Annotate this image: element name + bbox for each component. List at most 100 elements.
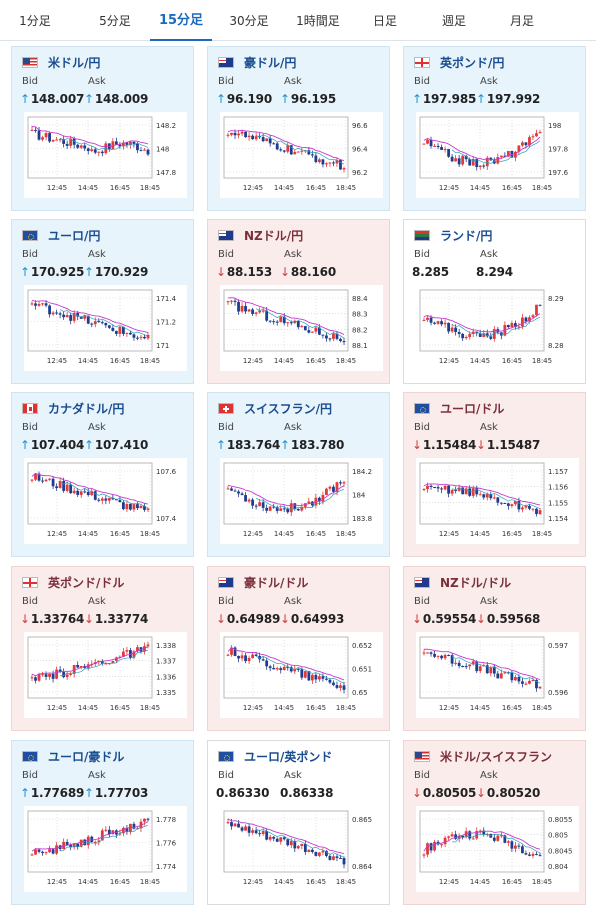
candle-body [492, 837, 496, 841]
candle-body [125, 503, 129, 510]
pair-title[interactable]: 米ドル/スイスフラン [414, 748, 552, 764]
x-tick-label: 14:45 [274, 357, 294, 365]
rate-card[interactable]: カナダドル/円 Bid Ask ↑107.404 ↑107.410 107.6 107.4 1… [11, 392, 194, 557]
candle-body [258, 833, 262, 835]
candle-body [461, 155, 465, 165]
candle-body [121, 326, 125, 334]
candle-body [237, 133, 240, 136]
pair-title[interactable]: ユーロ/円 [22, 227, 100, 243]
x-tick-label: 14:45 [274, 184, 294, 192]
pair-title[interactable]: スイスフラン/円 [218, 400, 332, 416]
tab-2[interactable]: 15分足 [150, 0, 212, 41]
y-tick-label: 0.865 [352, 816, 372, 824]
candle-body [79, 666, 83, 668]
x-tick-label: 12:45 [439, 357, 459, 365]
candle-body [48, 478, 51, 480]
candle-body [44, 479, 48, 482]
pair-name: 豪ドル/ドル [244, 575, 309, 590]
pair-title[interactable]: ユーロ/豪ドル [22, 748, 124, 764]
rate-card[interactable]: ユーロ/円 Bid Ask ↑170.925 ↑170.929 171.4 171.2 171… [11, 219, 194, 384]
tab-0[interactable]: 1分足 [19, 14, 51, 28]
candlestick-chart: 96.6 96.4 96.2 12:45 14:45 16:45 18:45 [220, 112, 383, 198]
candle-body [328, 855, 332, 860]
candle-body [471, 661, 475, 665]
pair-title[interactable]: 豪ドル/円 [218, 54, 296, 70]
ask-label: Ask [480, 596, 498, 607]
candle-body [328, 679, 332, 683]
candle-body [107, 325, 111, 328]
pair-title[interactable]: ユーロ/ドル [414, 400, 504, 416]
candle-body [478, 494, 482, 496]
candle-body [251, 309, 255, 314]
candle-body [454, 662, 458, 664]
bid-label: Bid [22, 76, 38, 87]
candle-body [531, 508, 535, 510]
rate-card[interactable]: 米ドル/スイスフラン Bid Ask ↓0.80505 ↓0.80520 0.8055 0.… [403, 740, 586, 905]
tab-4[interactable]: 1時間足 [296, 14, 340, 28]
x-tick-label: 16:45 [502, 704, 522, 712]
rate-card[interactable]: スイスフラン/円 Bid Ask ↑183.764 ↑183.780 184.2 184 18… [207, 392, 390, 557]
candlestick-chart: 148.2 148 147.8 12:45 14:45 16:45 18:45 [24, 112, 187, 198]
candle-body [506, 841, 510, 843]
tab-6[interactable]: 週足 [441, 14, 466, 28]
tab-1[interactable]: 5分足 [99, 14, 131, 28]
candle-body [325, 850, 328, 856]
pair-title[interactable]: カナダドル/円 [22, 400, 124, 416]
pair-title[interactable]: 米ドル/円 [22, 54, 100, 70]
candle-body [531, 315, 535, 318]
candle-body [422, 143, 426, 145]
candlestick-chart: 1.778 1.776 1.774 12:45 14:45 16:45 18:45 [24, 806, 187, 892]
candle-body [51, 312, 55, 315]
rate-card[interactable]: ユーロ/英ポンド Bid Ask 0.86330 0.86338 0.865 0.864 12… [207, 740, 390, 905]
candlestick-chart: 88.4 88.3 88.2 88.1 12:45 14:45 16:45 18:45 [220, 285, 383, 371]
rate-card[interactable]: ユーロ/豪ドル Bid Ask ↑1.77689 ↑1.77703 1.778 1.776 1… [11, 740, 194, 905]
candle-body [450, 489, 454, 494]
ask-value: ↑1.77703 [84, 786, 149, 800]
rate-card[interactable]: ユーロ/ドル Bid Ask ↓1.15484 ↓1.15487 1.157 1.156 1.… [403, 392, 586, 557]
candle-body [307, 330, 311, 333]
candle-body [506, 150, 510, 157]
tab-7[interactable]: 月足 [509, 14, 534, 28]
moving-average-line [59, 309, 149, 337]
candle-body [65, 315, 69, 318]
pair-title[interactable]: NZドル/円 [218, 227, 303, 243]
y-tick-label: 1.778 [156, 816, 176, 824]
rate-card[interactable]: NZドル/ドル Bid Ask ↓0.59554 ↓0.59568 0.597 0.596 1… [403, 566, 586, 731]
candle-body [62, 841, 66, 850]
candle-body [426, 652, 429, 654]
rate-card[interactable]: NZドル/円 Bid Ask ↓88.153 ↓88.160 88.4 88.3 88.2 88… [207, 219, 390, 384]
candle-body [289, 145, 293, 155]
rate-card[interactable]: 米ドル/円 Bid Ask ↑148.007 ↑148.009 148.2 148 147.8… [11, 46, 194, 211]
candle-body [146, 149, 150, 155]
rate-card[interactable]: 豪ドル/ドル Bid Ask ↓0.64989 ↓0.64993 0.652 0.651 0.… [207, 566, 390, 731]
x-tick-label: 18:45 [140, 184, 160, 192]
candle-body [86, 315, 90, 324]
pair-title[interactable]: ユーロ/英ポンド [218, 748, 332, 764]
candle-body [265, 831, 269, 840]
candle-body [521, 681, 524, 684]
x-tick-label: 18:45 [532, 704, 552, 712]
candle-body [286, 666, 290, 668]
ask-label: Ask [480, 770, 498, 781]
pair-title[interactable]: 英ポンド/ドル [22, 574, 124, 590]
candle-body [303, 503, 307, 507]
plot-frame [419, 636, 545, 699]
rate-card[interactable]: 豪ドル/円 Bid Ask ↑96.190 ↑96.195 96.6 96.4 96.2 12:… [207, 46, 390, 211]
tab-5[interactable]: 日足 [372, 14, 397, 28]
rate-card[interactable]: ランド/円 Bid Ask 8.285 8.294 8.29 8.28 12:45 14:45 1… [403, 219, 586, 384]
rate-card[interactable]: 英ポンド/ドル Bid Ask ↓1.33764 ↓1.33774 1.338 1.337 1… [11, 566, 194, 731]
y-tick-label: 148 [156, 146, 169, 154]
pair-title[interactable]: NZドル/ドル [414, 574, 511, 590]
bid-value: ↓1.33764 [20, 612, 85, 626]
plot-frame [27, 116, 153, 179]
candle-body [314, 327, 318, 332]
candle-body [342, 482, 346, 484]
tab-3[interactable]: 30分足 [229, 14, 269, 28]
pair-title[interactable]: ランド/円 [414, 227, 492, 243]
candle-body [521, 142, 524, 146]
candle-body [272, 321, 276, 323]
candle-body [251, 135, 255, 140]
pair-title[interactable]: 英ポンド/円 [414, 54, 504, 70]
rate-card[interactable]: 英ポンド/円 Bid Ask ↑197.985 ↑197.992 198 197.8 197.… [403, 46, 586, 211]
pair-title[interactable]: 豪ドル/ドル [218, 574, 308, 590]
